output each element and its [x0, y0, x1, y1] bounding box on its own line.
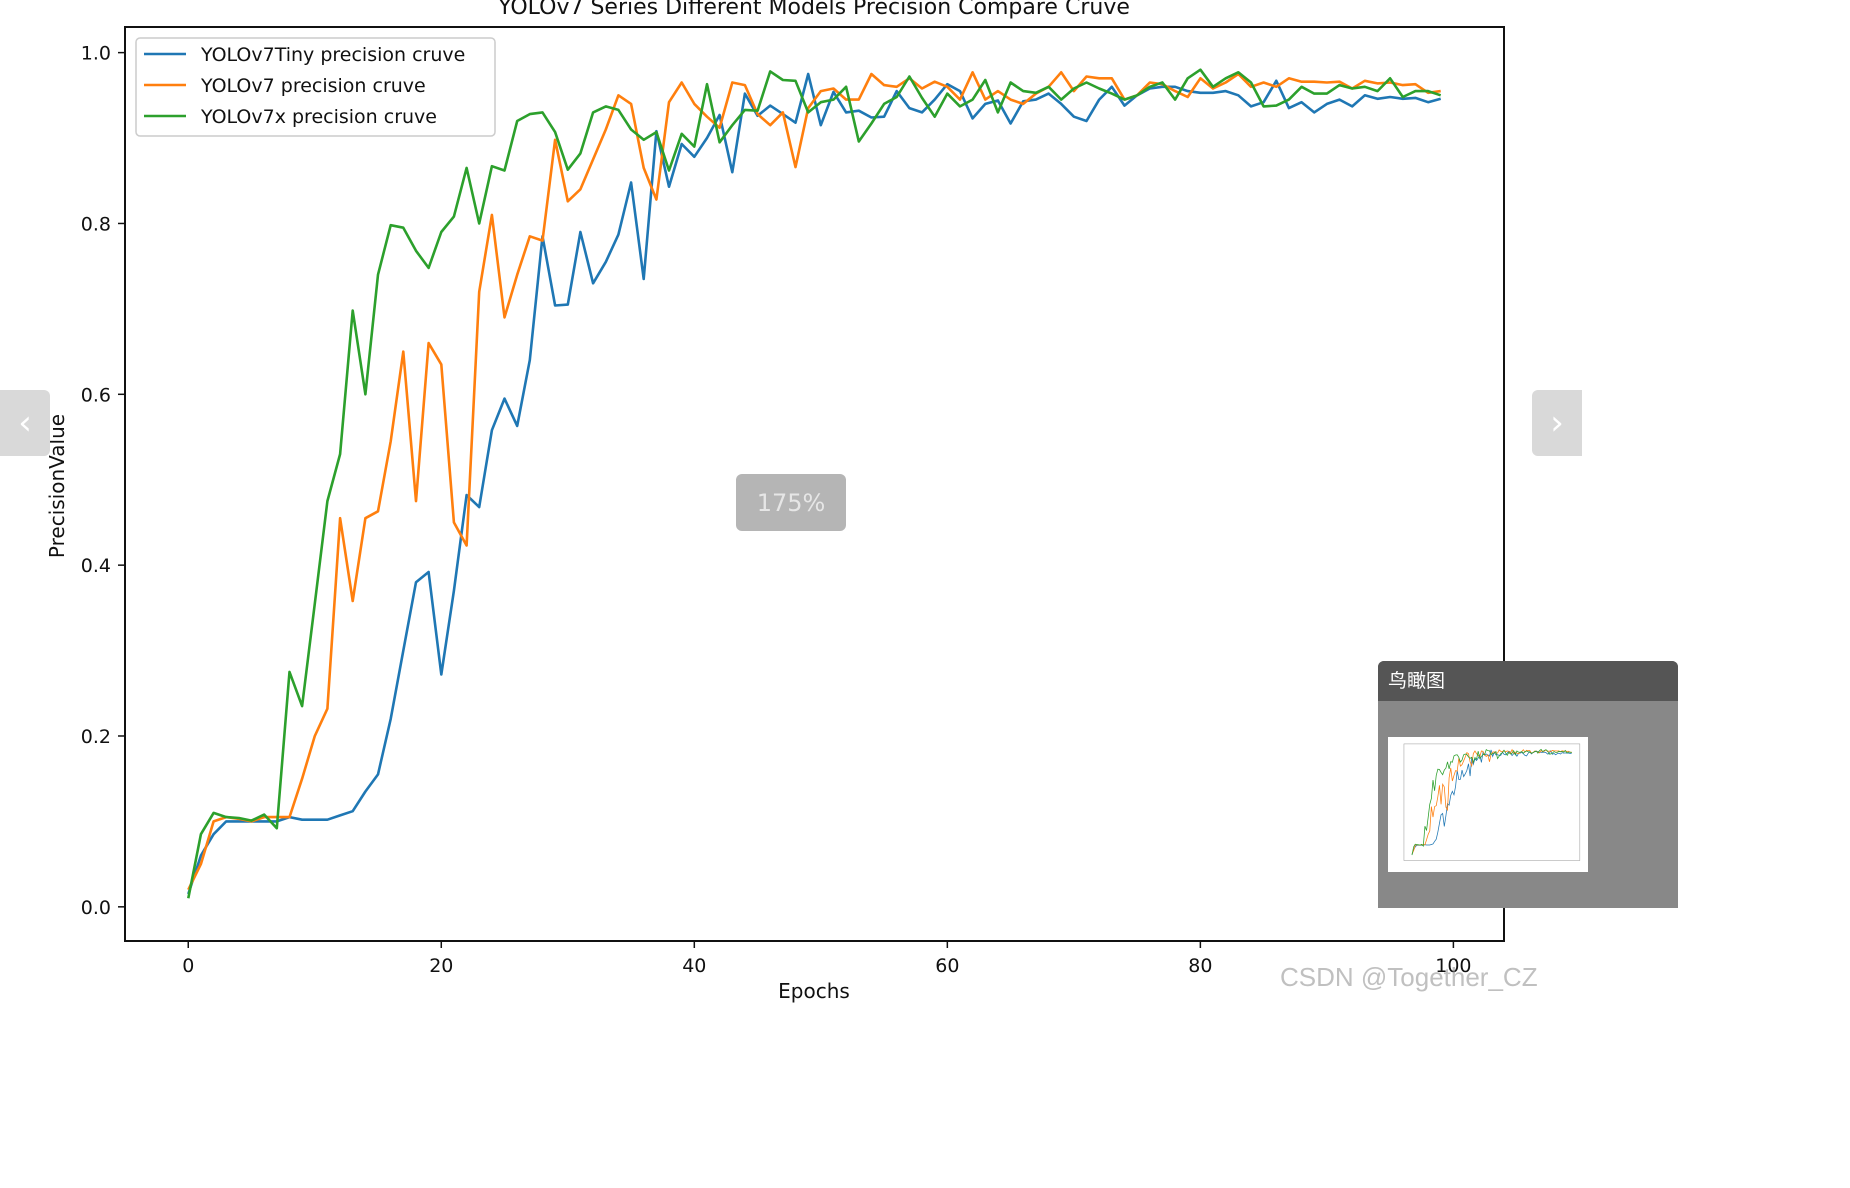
series-line	[187, 71, 1441, 891]
legend-box	[135, 37, 496, 137]
y-tick-label: 0.2	[81, 726, 111, 748]
zoom-level-text: 175%	[756, 488, 826, 517]
legend-label: YOLOv7 precision cruve	[200, 75, 426, 97]
zoom-level-badge: 175%	[736, 474, 846, 531]
thumbnail-series-line	[1411, 748, 1572, 856]
x-tick-label: 60	[935, 955, 959, 977]
precision-line-chart: YOLOv7 Series Different Models Precision…	[45, 0, 1505, 1003]
chart-title: YOLOv7 Series Different Models Precision…	[497, 0, 1130, 20]
birdseye-title: 鸟瞰图	[1378, 661, 1678, 701]
birdseye-body[interactable]	[1378, 701, 1678, 908]
x-tick-label: 80	[1188, 955, 1212, 977]
legend-label: YOLOv7Tiny precision cruve	[200, 44, 465, 66]
x-axis-label: Epochs	[778, 979, 850, 1003]
y-tick-label: 0.4	[81, 555, 111, 577]
next-image-button[interactable]: ›	[1532, 390, 1582, 456]
y-tick-label: 0.8	[81, 213, 111, 235]
x-tick-label: 20	[429, 955, 453, 977]
series-line	[187, 68, 1442, 899]
watermark: CSDN @Together_CZ	[1280, 962, 1538, 992]
y-tick-label: 1.0	[81, 43, 111, 65]
birdseye-panel[interactable]: 鸟瞰图	[1378, 661, 1678, 908]
chevron-right-icon: ›	[1550, 403, 1564, 443]
legend: YOLOv7Tiny precision cruve YOLOv7 precisi…	[135, 37, 496, 137]
x-tick-label: 40	[682, 955, 706, 977]
y-tick-label: 0.0	[81, 897, 111, 919]
birdseye-thumbnail[interactable]	[1388, 737, 1588, 872]
x-tick-label: 100	[1435, 955, 1471, 977]
y-axis-ticks: 0.0 0.2 0.4 0.6 0.8 1.0	[81, 43, 125, 919]
thumbnail-series-line	[1411, 749, 1572, 855]
thumbnail-frame	[1403, 743, 1581, 861]
x-tick-label: 0	[182, 955, 194, 977]
chevron-left-icon: ‹	[18, 403, 32, 443]
previous-image-button[interactable]: ‹	[0, 390, 50, 456]
series-lines	[187, 68, 1442, 899]
legend-label: YOLOv7x precision cruve	[200, 106, 437, 128]
x-axis-ticks: 0 20 40 60 80 100	[182, 941, 1472, 977]
plot-area	[124, 26, 1505, 942]
thumbnail-series-line	[1411, 748, 1572, 855]
y-tick-label: 0.6	[81, 384, 111, 406]
